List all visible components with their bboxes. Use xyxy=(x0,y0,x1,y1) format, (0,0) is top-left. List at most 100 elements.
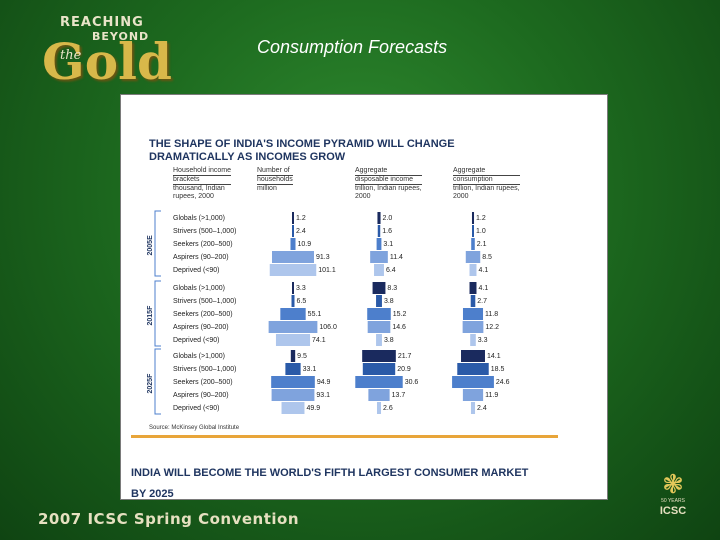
column-header-line: brackets xyxy=(173,176,231,185)
data-label: 55.1 xyxy=(308,311,322,318)
data-label: 11.8 xyxy=(485,311,498,318)
pyramid-bar xyxy=(292,212,294,224)
data-label: 2.0 xyxy=(383,215,393,222)
data-label: 14.6 xyxy=(392,324,406,331)
category-label: Seekers (200–500) xyxy=(173,311,233,318)
category-label: Strivers (500–1,000) xyxy=(173,228,236,235)
pyramid-bar xyxy=(470,334,476,346)
pyramid-bar xyxy=(370,251,388,263)
data-label: 101.1 xyxy=(318,267,336,274)
data-label: 4.1 xyxy=(478,267,488,274)
category-label: Globals (>1,000) xyxy=(173,285,225,292)
data-label: 3.3 xyxy=(478,337,488,344)
column-header-line: Aggregate xyxy=(355,167,422,176)
column-header-line: disposable income xyxy=(355,176,422,185)
year-bracket xyxy=(154,280,161,347)
pyramid-bar xyxy=(290,350,296,362)
data-label: 33.1 xyxy=(303,366,317,373)
pyramid-bar xyxy=(469,264,477,276)
logo-the: the xyxy=(60,48,82,63)
pyramid-bar xyxy=(377,212,381,224)
category-label: Strivers (500–1,000) xyxy=(173,298,236,305)
footer-convention: 2007 ICSC Spring Convention xyxy=(38,510,300,528)
pyramid-bar xyxy=(355,376,403,388)
data-label: 2.4 xyxy=(477,405,487,412)
pyramid-bar xyxy=(292,282,294,294)
data-label: 24.6 xyxy=(496,379,510,386)
data-label: 13.7 xyxy=(392,392,406,399)
column-header-line: thousand, Indian xyxy=(173,185,225,192)
data-label: 3.1 xyxy=(383,241,393,248)
data-label: 8.5 xyxy=(482,254,492,261)
category-label: Seekers (200–500) xyxy=(173,241,233,248)
category-label: Globals (>1,000) xyxy=(173,353,225,360)
pyramid-bar xyxy=(280,308,306,320)
data-label: 2.1 xyxy=(477,241,487,248)
data-label: 2.6 xyxy=(383,405,393,412)
chart-title: THE SHAPE OF INDIA'S INCOME PYRAMID WILL… xyxy=(149,138,509,164)
data-label: 18.5 xyxy=(491,366,505,373)
column-header-line: 2000 xyxy=(453,193,469,200)
pyramid-bar xyxy=(281,402,305,414)
data-label: 11.4 xyxy=(390,254,403,261)
category-label: Deprived (<90) xyxy=(173,267,220,274)
column-header-line: consumption xyxy=(453,176,520,185)
pyramid-bar xyxy=(376,295,382,307)
icsc-years: 50 YEARS xyxy=(661,498,685,504)
icsc-name: ICSC xyxy=(659,505,687,517)
pyramid-bar xyxy=(272,251,314,263)
icsc-logo: ❃ 50 YEARS ICSC xyxy=(648,470,698,530)
pyramid-bar xyxy=(275,334,311,346)
column-header-line: households xyxy=(257,176,293,185)
data-label: 15.2 xyxy=(393,311,407,318)
pyramid-bar xyxy=(376,334,382,346)
data-label: 10.9 xyxy=(298,241,312,248)
data-label: 20.9 xyxy=(397,366,411,373)
column-header-income-brackets: Household income brackets thousand, Indi… xyxy=(173,167,231,201)
data-label: 3.3 xyxy=(296,285,306,292)
pyramid-bar xyxy=(469,282,477,294)
pyramid-bar xyxy=(471,212,475,224)
pyramid-bar xyxy=(372,282,386,294)
logo-beyond: BEYOND xyxy=(92,30,150,43)
chart-panel: THE SHAPE OF INDIA'S INCOME PYRAMID WILL… xyxy=(120,94,608,500)
pyramid-bar xyxy=(292,225,294,237)
pyramid-bar xyxy=(362,350,396,362)
pyramid-bar xyxy=(285,363,301,375)
data-label: 74.1 xyxy=(312,337,326,344)
pyramid-bar xyxy=(461,350,485,362)
category-label: Strivers (500–1,000) xyxy=(173,366,236,373)
pyramid-bar xyxy=(471,238,475,250)
pyramid-bar xyxy=(290,238,296,250)
divider xyxy=(131,435,558,438)
income-pyramid-chart: 2005E Globals (>1,000) 1.2 2.0 1.2 Strivers (… xyxy=(147,210,510,431)
data-label: 1.2 xyxy=(296,215,306,222)
pyramid-bar xyxy=(367,308,391,320)
pyramid-bar xyxy=(472,225,474,237)
year-label: 2025F xyxy=(147,373,154,394)
data-label: 30.6 xyxy=(405,379,419,386)
data-label: 3.8 xyxy=(384,337,394,344)
pyramid-bar xyxy=(462,389,484,401)
column-header-line: Household income xyxy=(173,167,231,176)
pyramid-bar xyxy=(376,402,382,414)
data-label: 6.4 xyxy=(386,267,396,274)
column-header-households: Number of households million xyxy=(257,167,293,193)
data-label: 14.1 xyxy=(487,353,501,360)
category-label: Aspirers (90–200) xyxy=(173,254,229,261)
pyramid-bar xyxy=(368,389,390,401)
column-header-disposable-income: Aggregate disposable income trillion, In… xyxy=(355,167,422,201)
data-label: 11.9 xyxy=(485,392,498,399)
source-note: Source: McKinsey Global Institute xyxy=(149,425,240,431)
pyramid-bar xyxy=(452,376,494,388)
data-label: 2.4 xyxy=(296,228,306,235)
pyramid-bar xyxy=(470,402,476,414)
chart-title-line1: THE SHAPE OF INDIA'S INCOME PYRAMID WILL… xyxy=(149,138,455,150)
pyramid-bar xyxy=(291,295,295,307)
pyramid-bar xyxy=(271,389,315,401)
logo-gold: Gold xyxy=(42,32,173,91)
category-label: Aspirers (90–200) xyxy=(173,392,229,399)
data-label: 9.5 xyxy=(297,353,307,360)
data-label: 106.0 xyxy=(319,324,337,331)
pyramid-bar xyxy=(374,264,384,276)
